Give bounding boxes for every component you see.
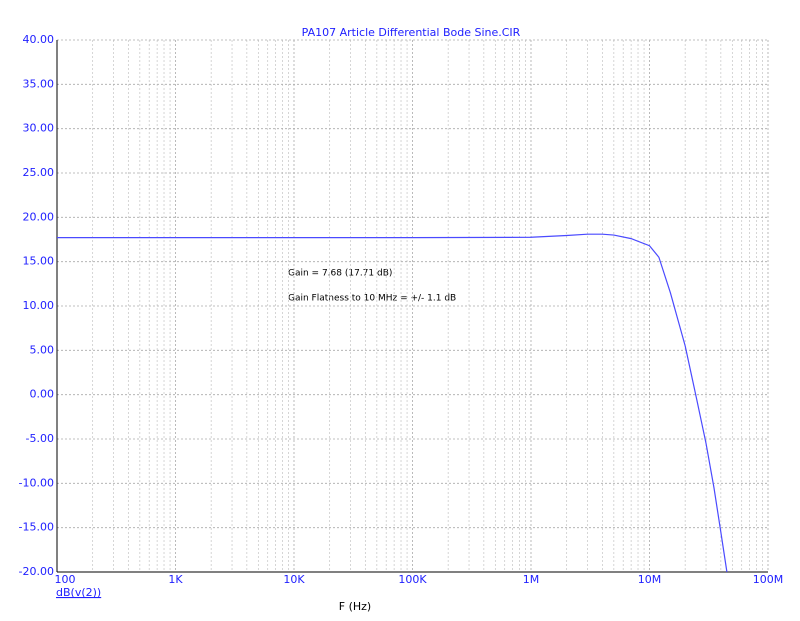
y-tick-label: -5.00 xyxy=(26,432,54,445)
y-tick-label: 35.00 xyxy=(23,77,55,90)
x-tick-label: 1M xyxy=(523,573,540,586)
x-tick-label: 100M xyxy=(753,573,784,586)
y-tick-label: 20.00 xyxy=(23,210,55,223)
x-tick-label: 1K xyxy=(168,573,183,586)
x-axis-label: F (Hz) xyxy=(339,600,371,613)
annotation: Gain Flatness to 10 MHz = +/- 1.1 dB xyxy=(288,294,456,304)
y-tick-label: 10.00 xyxy=(23,299,55,312)
chart-title: PA107 Article Differential Bode Sine.CIR xyxy=(302,26,521,39)
y-tick-label: 15.00 xyxy=(23,255,55,268)
y-tick-label: 5.00 xyxy=(30,343,55,356)
legend-entry: dB(v(2)) xyxy=(56,586,101,599)
y-tick-label: -15.00 xyxy=(19,521,54,534)
y-tick-label: 30.00 xyxy=(23,122,55,135)
series-line xyxy=(57,233,728,573)
y-tick-label: -10.00 xyxy=(19,476,54,489)
x-tick-label: 100 xyxy=(55,573,76,586)
x-tick-label: 100K xyxy=(398,573,427,586)
y-tick-label: 40.00 xyxy=(23,33,55,46)
y-tick-label: -20.00 xyxy=(19,565,54,578)
annotation: Gain = 7.68 (17.71 dB) xyxy=(288,269,392,279)
x-tick-label: 10M xyxy=(638,573,662,586)
y-tick-label: 0.00 xyxy=(30,388,55,401)
y-tick-label: 25.00 xyxy=(23,166,55,179)
x-tick-label: 10K xyxy=(283,573,305,586)
